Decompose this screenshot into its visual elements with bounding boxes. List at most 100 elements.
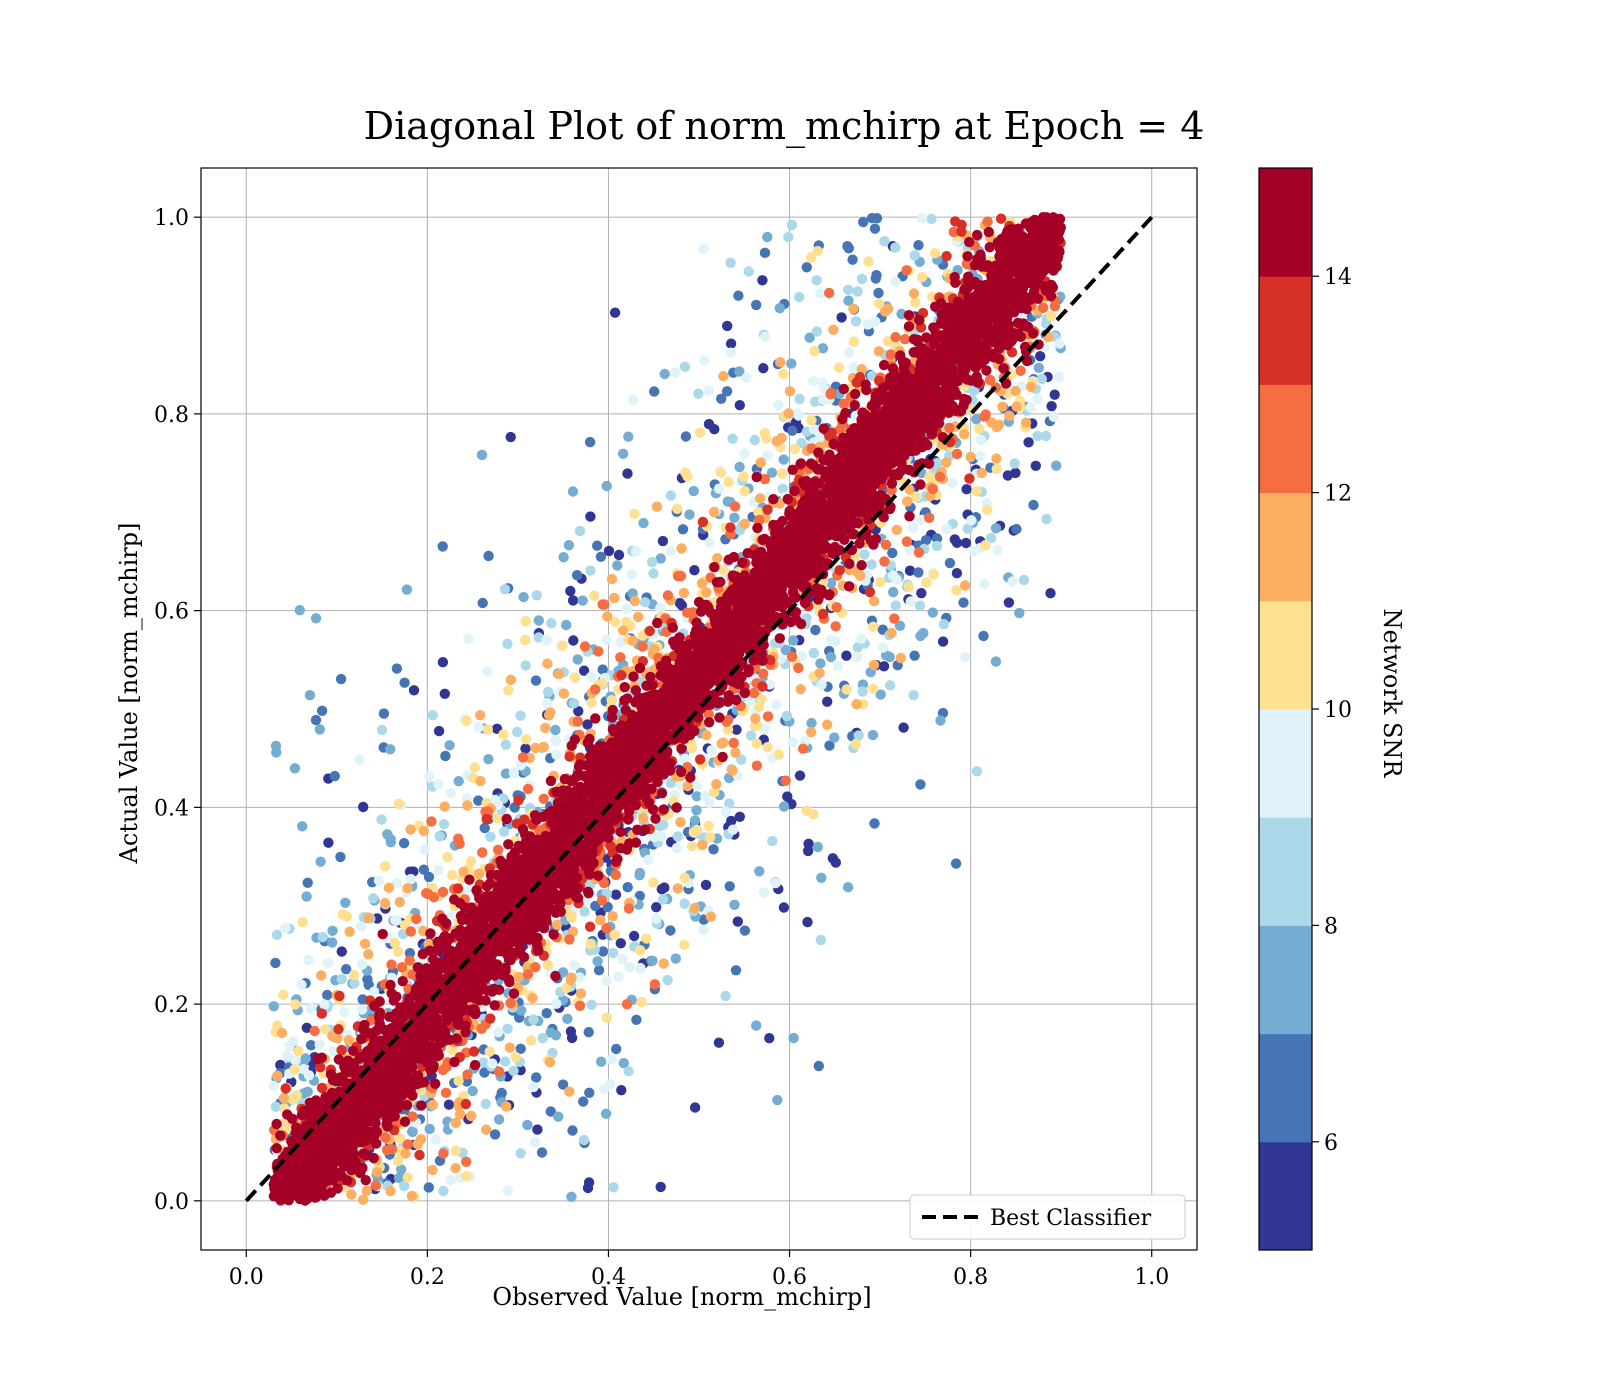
scatter-point [760, 331, 771, 342]
scatter-point [533, 632, 544, 643]
scatter-point [866, 212, 878, 224]
scatter-point [618, 1057, 629, 1069]
scatter-point [686, 738, 697, 750]
scatter-point [484, 1046, 495, 1057]
scatter-point [961, 484, 972, 495]
scatter-point [268, 1080, 279, 1092]
scatter-point [314, 724, 325, 735]
scatter-point [792, 408, 803, 419]
scatter-point [359, 938, 371, 949]
scatter-point [649, 979, 660, 990]
scatter-point [433, 725, 445, 737]
scatter-point [1025, 381, 1037, 393]
scatter-point [976, 467, 987, 479]
scatter-point [316, 970, 327, 981]
scatter-point [551, 919, 563, 930]
scatter-point [873, 298, 885, 309]
scatter-point [991, 463, 1002, 475]
scatter-point [694, 427, 706, 438]
scatter-point [430, 1078, 441, 1090]
scatter-point [294, 605, 305, 616]
scatter-point [567, 1125, 578, 1136]
scatter-point [445, 1174, 456, 1186]
scatter-point [502, 1185, 513, 1196]
scatter-point [915, 630, 926, 642]
scatter-point [903, 310, 915, 321]
scatter-point [621, 603, 632, 614]
scatter-point [657, 535, 669, 547]
scatter-point [709, 787, 720, 798]
scatter-point [609, 307, 621, 318]
scatter-point [475, 775, 486, 787]
scatter-point [538, 741, 549, 753]
scatter-point [842, 882, 854, 893]
scatter-point [632, 824, 643, 835]
scatter-point [606, 712, 618, 723]
scatter-point [753, 507, 764, 518]
scatter-point [910, 491, 921, 502]
scatter-point [659, 368, 670, 380]
scatter-point [553, 668, 565, 680]
scatter-point [917, 213, 928, 224]
scatter-point [951, 537, 963, 548]
scatter-point [805, 252, 817, 263]
scatter-point [427, 710, 438, 721]
scatter-point [803, 838, 814, 849]
scatter-point [716, 393, 727, 404]
scatter-point [290, 1055, 301, 1066]
scatter-point [873, 287, 884, 299]
scatter-point [848, 336, 859, 347]
scatter-point [340, 897, 351, 908]
scatter-point [493, 1066, 505, 1077]
scatter-point [564, 751, 575, 762]
scatter-point [1011, 523, 1022, 535]
scatter-point [818, 394, 829, 406]
scatter-point [613, 549, 625, 561]
scatter-point [655, 602, 666, 614]
scatter-point [781, 710, 793, 722]
scatter-point [857, 686, 868, 697]
scatter-point [397, 976, 408, 987]
scatter-point [592, 956, 603, 967]
scatter-point [606, 573, 618, 585]
scatter-point [721, 386, 733, 397]
scatter-point [418, 825, 430, 837]
scatter-point [599, 599, 610, 610]
scatter-point [385, 1185, 396, 1197]
scatter-point [545, 707, 556, 718]
scatter-point [723, 554, 734, 565]
scatter-point [875, 577, 886, 588]
scatter-point [397, 928, 409, 940]
scatter-point [665, 546, 676, 557]
scatter-point [680, 431, 692, 442]
scatter-point [394, 896, 405, 908]
scatter-point [1041, 514, 1052, 525]
scatter-point [505, 431, 516, 443]
scatter-point [794, 291, 805, 303]
scatter-point [703, 820, 714, 832]
scatter-point [392, 1155, 404, 1167]
scatter-point [437, 1064, 449, 1076]
scatter-point [502, 638, 513, 649]
scatter-point [293, 1045, 304, 1057]
scatter-point [850, 316, 862, 327]
scatter-point [697, 840, 708, 851]
scatter-point [817, 608, 829, 620]
scatter-point [349, 978, 360, 989]
scatter-point [616, 1085, 627, 1096]
scatter-point [739, 925, 751, 936]
scatter-point [679, 939, 690, 950]
scatter-point [281, 1050, 293, 1061]
scatter-point [379, 897, 391, 909]
scatter-point [724, 798, 735, 809]
scatter-point [601, 975, 612, 987]
scatter-point [363, 949, 374, 960]
scatter-point [783, 231, 794, 243]
scatter-point [268, 1001, 279, 1012]
scatter-point [676, 543, 687, 554]
scatter-point [617, 448, 629, 459]
scatter-point [623, 903, 635, 914]
scatter-point [736, 754, 747, 765]
scatter-point [270, 957, 281, 969]
scatter-point [776, 468, 788, 479]
